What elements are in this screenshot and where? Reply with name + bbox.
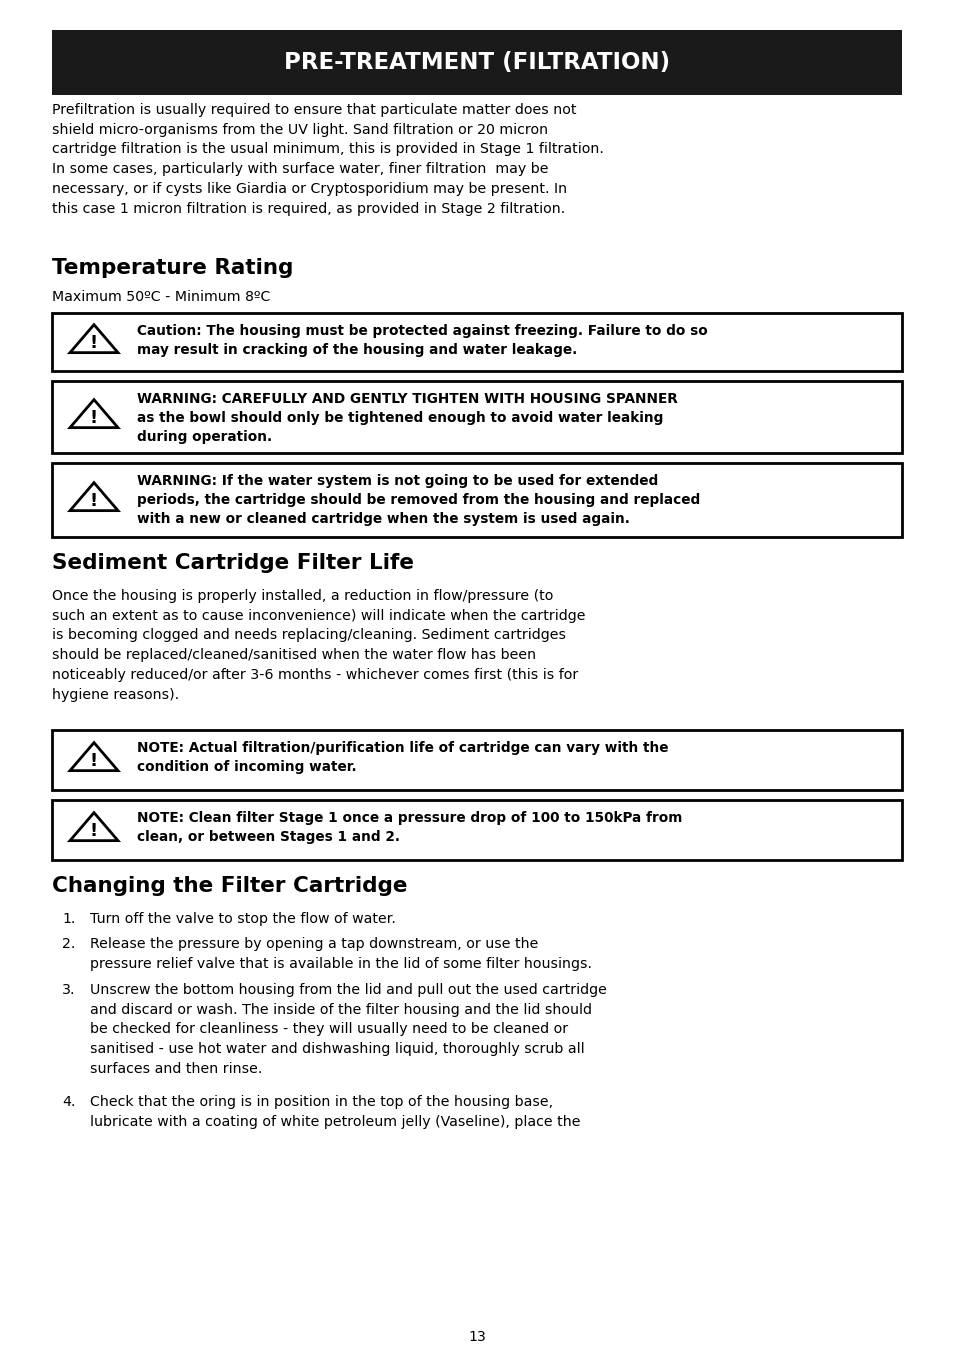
Text: Prefiltration is usually required to ensure that particulate matter does not
shi: Prefiltration is usually required to ens… (52, 103, 603, 216)
Text: 13: 13 (468, 1330, 485, 1345)
Bar (52, 381, 901, 454)
Text: !: ! (90, 333, 98, 351)
Text: Maximum 50ºC - Minimum 8ºC: Maximum 50ºC - Minimum 8ºC (52, 290, 270, 304)
Bar (52, 30, 901, 95)
Bar (52, 801, 901, 860)
Text: Temperature Rating: Temperature Rating (52, 258, 294, 278)
Text: 1.: 1. (62, 913, 75, 926)
Bar (52, 313, 901, 371)
Polygon shape (70, 324, 118, 352)
Text: NOTE: Clean filter Stage 1 once a pressure drop of 100 to 150kPa from
clean, or : NOTE: Clean filter Stage 1 once a pressu… (137, 811, 681, 844)
Text: Changing the Filter Cartridge: Changing the Filter Cartridge (52, 876, 407, 896)
Bar (52, 463, 901, 537)
Text: Unscrew the bottom housing from the lid and pull out the used cartridge
and disc: Unscrew the bottom housing from the lid … (90, 983, 606, 1076)
Text: 3.: 3. (62, 983, 75, 998)
Text: Caution: The housing must be protected against freezing. Failure to do so
may re: Caution: The housing must be protected a… (137, 324, 707, 356)
Text: Once the housing is properly installed, a reduction in flow/pressure (to
such an: Once the housing is properly installed, … (52, 589, 585, 702)
Text: 4.: 4. (62, 1095, 75, 1108)
Text: Check that the oring is in position in the top of the housing base,
lubricate wi: Check that the oring is in position in t… (90, 1095, 579, 1129)
Text: !: ! (90, 409, 98, 427)
Text: !: ! (90, 752, 98, 769)
Text: 2.: 2. (62, 937, 75, 950)
Text: Sediment Cartridge Filter Life: Sediment Cartridge Filter Life (52, 554, 414, 572)
Text: NOTE: Actual filtration/purification life of cartridge can vary with the
conditi: NOTE: Actual filtration/purification lif… (137, 741, 668, 774)
Text: Release the pressure by opening a tap downstream, or use the
pressure relief val: Release the pressure by opening a tap do… (90, 937, 592, 971)
Polygon shape (70, 743, 118, 771)
Text: WARNING: If the water system is not going to be used for extended
periods, the c: WARNING: If the water system is not goin… (137, 474, 700, 526)
Polygon shape (70, 483, 118, 510)
Bar (52, 730, 901, 790)
Polygon shape (70, 400, 118, 428)
Text: !: ! (90, 822, 98, 840)
Text: WARNING: CAREFULLY AND GENTLY TIGHTEN WITH HOUSING SPANNER
as the bowl should on: WARNING: CAREFULLY AND GENTLY TIGHTEN WI… (137, 392, 677, 444)
Text: !: ! (90, 491, 98, 509)
Text: Turn off the valve to stop the flow of water.: Turn off the valve to stop the flow of w… (90, 913, 395, 926)
Polygon shape (70, 813, 118, 841)
Text: PRE-TREATMENT (FILTRATION): PRE-TREATMENT (FILTRATION) (284, 51, 669, 74)
